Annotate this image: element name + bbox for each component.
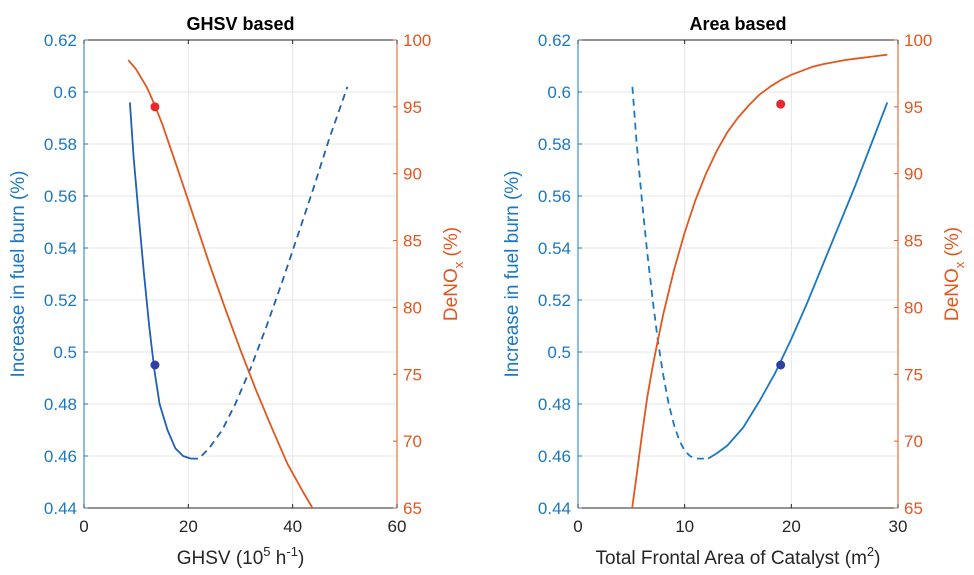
left-y-tick-label: 0.54 (538, 239, 571, 258)
right-y-tick-label: 75 (403, 365, 422, 384)
fuel-burn-dashed-line (631, 86, 709, 460)
fuel-burn-marker (776, 360, 786, 370)
denox-line (631, 53, 888, 508)
left-y-tick-label: 0.62 (44, 31, 77, 50)
left-y-tick-label: 0.62 (538, 31, 571, 50)
x-tick-label: 0 (79, 517, 88, 536)
right-y-tick-label: 95 (403, 98, 422, 117)
left-y-tick-label: 0.56 (44, 187, 77, 206)
x-axis-label-sup2: -1 (286, 544, 298, 559)
right-y-tick-label: 80 (904, 298, 923, 317)
x-tick-label: 10 (675, 517, 694, 536)
right-y-axis-label-main: DeNO (942, 268, 963, 321)
denox-marker (150, 102, 160, 112)
x-axis-label-main: Total Frontal Area of Catalyst (m (596, 548, 867, 569)
chart-panel-1: 0 20 40 60 0.44 0.46 0.48 0.5 0.52 0.54 0.56 0.58 0.… (8, 14, 466, 569)
right-y-tick-label: 65 (403, 499, 422, 518)
left-y-tick-label: 0.56 (538, 187, 571, 206)
fuel-burn-solid-line (707, 102, 889, 460)
x-tick-label: 60 (388, 517, 407, 536)
right-y-tick-label: 95 (904, 98, 923, 117)
fuel-burn-marker (150, 360, 160, 370)
x-tick-label: 0 (573, 517, 582, 536)
chart-panel-2: 0 10 20 30 0.44 0.46 0.48 0.5 0.52 0.54 0.56 0.58 0.… (502, 14, 967, 569)
plot-area (84, 40, 397, 508)
plot-area (578, 40, 898, 508)
right-y-tick-label: 100 (403, 31, 431, 50)
left-y-tick-label: 0.48 (44, 395, 77, 414)
chart-title: Area based (689, 14, 786, 34)
right-y-tick-label: 75 (904, 365, 923, 384)
right-y-axis-label-end: (%) (441, 227, 462, 262)
x-axis-label: GHSV (105 h-1) (177, 544, 305, 569)
x-tick-label: 30 (889, 517, 908, 536)
x-axis-label-main: GHSV (10 (177, 548, 264, 569)
left-y-tick-label: 0.44 (538, 499, 571, 518)
x-axis-label-sup: 5 (263, 544, 270, 559)
right-y-axis-label-sub: x (952, 261, 967, 268)
series-group (127, 59, 349, 508)
left-y-tick-label: 0.58 (44, 135, 77, 154)
left-y-axis-label: Increase in fuel burn (%) (502, 171, 523, 378)
left-y-tick-label: 0.54 (44, 239, 77, 258)
left-y-tick-label: 0.44 (44, 499, 77, 518)
left-y-tick-label: 0.5 (547, 343, 571, 362)
left-y-tick-label: 0.5 (53, 343, 77, 362)
right-y-tick-label: 70 (904, 432, 923, 451)
left-y-tick-label: 0.52 (538, 291, 571, 310)
x-tick-label: 40 (283, 517, 302, 536)
left-y-tick-label: 0.46 (44, 447, 77, 466)
chart-title: GHSV based (186, 14, 294, 34)
right-y-tick-label: 65 (904, 499, 923, 518)
right-y-tick-label: 90 (904, 165, 923, 184)
right-y-tick-label: 100 (904, 31, 932, 50)
x-axis-label-sup: 2 (867, 544, 874, 559)
left-y-axis-label: Increase in fuel burn (%) (8, 171, 29, 378)
right-y-axis-label-sub: x (451, 261, 466, 268)
right-y-tick-label: 85 (904, 232, 923, 251)
right-y-axis-label-main: DeNO (441, 268, 462, 321)
right-y-axis-label: DeNOx (%) (942, 227, 967, 321)
x-axis-label-tail: h (271, 548, 287, 569)
left-y-tick-label: 0.58 (538, 135, 571, 154)
right-y-tick-label: 80 (403, 298, 422, 317)
right-y-tick-label: 85 (403, 232, 422, 251)
left-y-tick-label: 0.6 (53, 83, 77, 102)
x-axis-label-end: ) (874, 548, 880, 569)
x-tick-label: 20 (179, 517, 198, 536)
left-y-tick-label: 0.52 (44, 291, 77, 310)
fuel-burn-dashed-line (190, 86, 349, 460)
grid (578, 40, 898, 508)
denox-marker (776, 99, 786, 109)
left-y-tick-label: 0.6 (547, 83, 571, 102)
x-axis-label: Total Frontal Area of Catalyst (m2) (596, 544, 881, 569)
left-y-tick-label: 0.46 (538, 447, 571, 466)
right-y-tick-label: 70 (403, 432, 422, 451)
fuel-burn-solid-line (129, 102, 192, 460)
denox-line (127, 59, 314, 508)
right-y-tick-label: 90 (403, 165, 422, 184)
right-y-axis-label-end: (%) (942, 227, 963, 262)
x-axis-label-end: ) (298, 548, 304, 569)
x-tick-label: 20 (782, 517, 801, 536)
series-group (631, 53, 889, 508)
left-y-tick-label: 0.48 (538, 395, 571, 414)
right-y-axis-label: DeNOx (%) (441, 227, 466, 321)
